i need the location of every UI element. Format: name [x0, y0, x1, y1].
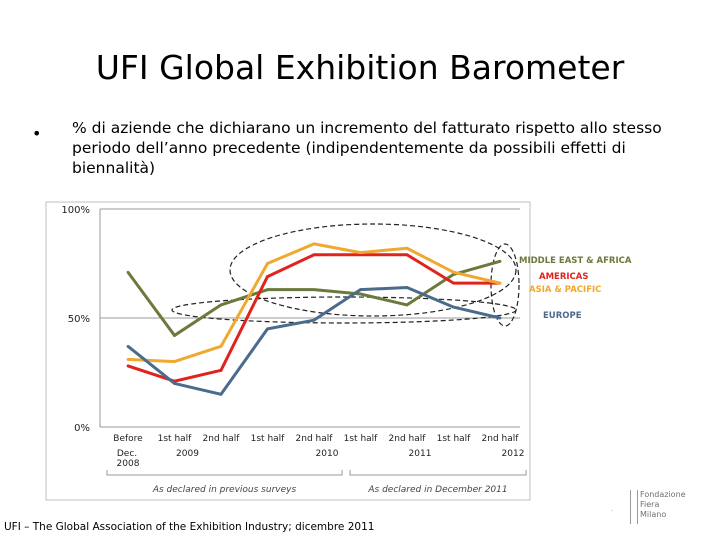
- x-tick-label: 2012: [502, 449, 525, 459]
- data-point: [266, 275, 269, 278]
- data-point: [173, 334, 176, 337]
- group-label: As declared in December 2011: [367, 485, 507, 495]
- data-point: [219, 392, 223, 396]
- data-point: [498, 316, 502, 320]
- x-tick-label: 1st half: [437, 434, 472, 444]
- x-tick-label: 2010: [316, 449, 339, 459]
- data-point: [359, 292, 362, 296]
- data-point: [126, 364, 130, 368]
- legend-entry: MIDDLE EAST & AFRICA: [519, 256, 632, 266]
- data-point: [359, 251, 362, 255]
- dashed-ellipse: [229, 223, 517, 317]
- data-point: [266, 288, 269, 292]
- data-point: [266, 327, 269, 331]
- dashed-ellipse: [490, 243, 520, 327]
- data-point: [405, 303, 409, 307]
- data-point: [126, 344, 130, 348]
- data-point: [498, 281, 502, 285]
- data-point: [498, 259, 502, 263]
- group-bracket: [349, 470, 527, 476]
- group-label: As declared in previous surveys: [152, 485, 297, 495]
- y-tick-label: 0%: [74, 423, 90, 434]
- data-point: [312, 318, 316, 322]
- data-point: [219, 303, 223, 307]
- x-tick-label: 2nd half: [203, 434, 241, 444]
- x-tick-label: 2009: [176, 449, 199, 459]
- data-point: [312, 288, 316, 292]
- series-line: [126, 259, 501, 337]
- x-tick-label: 2nd half: [482, 434, 520, 444]
- x-tick-label: 1st half: [251, 434, 286, 444]
- footer-source: UFI – The Global Association of the Exhi…: [4, 521, 375, 533]
- legend-entry: AMERICAS: [539, 272, 589, 282]
- group-bracket: [106, 470, 343, 476]
- x-tick-label: 1st half: [344, 434, 379, 444]
- slide-title: UFI Global Exhibition Barometer: [95, 48, 625, 87]
- x-tick-label: 2nd half: [389, 434, 427, 444]
- logo-text: Fondazione Fiera Milano: [640, 490, 686, 519]
- chart-axis-labels: 100% 50% 0% Before Dec.2008 1st half 2009 2nd h…: [61, 205, 527, 495]
- data-point: [405, 246, 409, 250]
- chart-legend: MIDDLE EAST & AFRICA AMERICAS ASIA & PACIF…: [519, 256, 632, 321]
- data-point: [452, 270, 455, 274]
- data-point: [219, 368, 223, 372]
- fiera-milano-logo: Fondazione Fiera Milano: [630, 488, 718, 528]
- legend-entry: ASIA & PACIFIC: [529, 285, 601, 295]
- data-point: [405, 253, 409, 257]
- data-point: [126, 270, 130, 274]
- data-point: [405, 286, 409, 289]
- chart-grid: [45, 201, 531, 501]
- data-point: [452, 281, 455, 285]
- chart-frame: [45, 201, 531, 501]
- chart-annotations: [171, 223, 520, 327]
- data-point: [173, 382, 176, 385]
- y-tick-label: 100%: [61, 205, 90, 216]
- data-point: [266, 262, 269, 265]
- legend-entry: EUROPE: [543, 311, 582, 321]
- x-tick-label: Dec.: [117, 449, 137, 459]
- data-point: [359, 253, 362, 257]
- y-tick-label: 50%: [68, 314, 90, 325]
- x-tick-label: 2011: [409, 449, 432, 459]
- logo-mark: [630, 490, 638, 524]
- x-tick-label: 1st half: [158, 434, 193, 444]
- x-tick-label: Before: [113, 434, 143, 444]
- data-point: [173, 360, 176, 363]
- bullet-text: % di aziende che dichiarano un increment…: [72, 119, 662, 177]
- data-point: [312, 242, 316, 246]
- page-number-mark: ·: [611, 507, 614, 515]
- data-point: [359, 288, 362, 292]
- x-tick-label: 2008: [117, 459, 140, 469]
- bullet-marker: •: [32, 124, 42, 143]
- data-point: [126, 358, 130, 361]
- data-point: [219, 344, 223, 348]
- x-tick-label: 2nd half: [296, 434, 334, 444]
- chart-series: [126, 242, 502, 396]
- data-point: [312, 253, 316, 257]
- data-point: [452, 305, 455, 309]
